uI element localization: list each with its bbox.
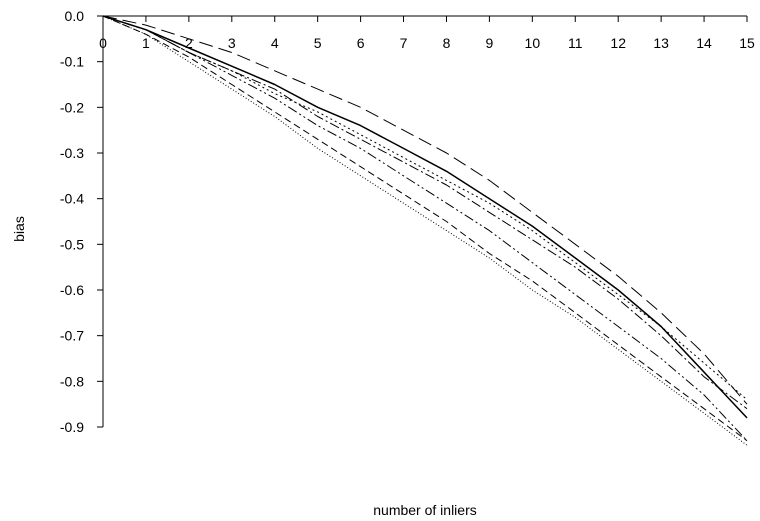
x-tick-label: 15 [739,35,755,51]
x-tick-label: 5 [314,35,322,51]
x-tick-label: 12 [610,35,626,51]
x-tick-label: 1 [142,35,150,51]
series-line-5 [102,15,748,442]
y-tick-label: -0.7 [60,328,84,344]
x-tick-label: 3 [228,35,236,51]
x-tick-label: 9 [486,35,494,51]
x-tick-label: 4 [271,35,279,51]
x-tick-label: 10 [525,35,541,51]
x-tick-label: 8 [443,35,451,51]
x-tick-label: 2 [185,35,193,51]
x-tick-label: 6 [357,35,365,51]
y-axis-label: bias [11,216,27,242]
series-layer [102,15,748,446]
y-tick-label: -0.2 [60,99,84,115]
y-tick-label: 0.0 [65,8,85,24]
y-tick-label: -0.8 [60,373,84,389]
y-tick-label: -0.5 [60,236,84,252]
x-tick-label: 0 [99,35,107,51]
y-tick-label: -0.6 [60,282,84,298]
series-line-4 [102,15,748,410]
series-line-6 [102,15,748,442]
x-tick-label: 7 [400,35,408,51]
y-tick-label: -0.3 [60,145,84,161]
axes: 0 1 2 3 4 5 6 7 8 9 10 11 12 13 14 150.0-0.1-0.2-0.3-0.… [60,8,755,435]
series-line-1 [102,15,748,419]
y-tick-label: -0.1 [60,54,84,70]
x-tick-label: 11 [568,35,583,51]
x-tick-label: 13 [653,35,669,51]
series-line-2 [102,15,748,405]
y-tick-label: -0.4 [60,191,84,207]
x-axis-label: number of inliers [373,502,477,518]
y-tick-label: -0.9 [60,419,84,435]
series-line-7 [102,15,748,446]
x-tick-label: 14 [696,35,712,51]
